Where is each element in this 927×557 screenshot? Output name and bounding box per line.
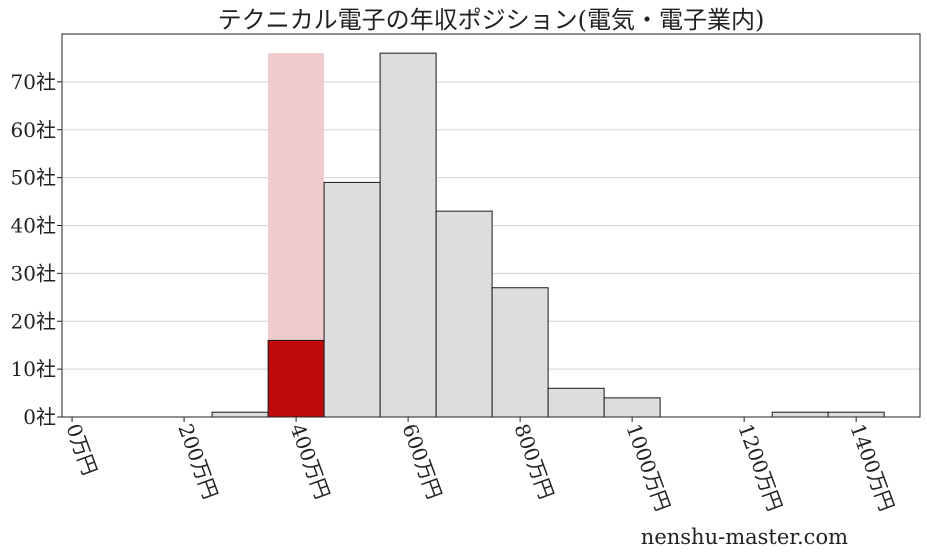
y-tick-label: 60社 — [11, 118, 56, 142]
bar — [435, 210, 493, 418]
bar — [771, 411, 829, 418]
bar — [267, 339, 325, 418]
x-tick-label: 800万円 — [509, 421, 558, 503]
bar — [603, 397, 661, 418]
y-tick-label: 70社 — [11, 70, 56, 94]
x-tick-label: 200万円 — [173, 421, 222, 503]
bar — [827, 411, 885, 418]
x-tick-label: 1400万円 — [845, 421, 899, 515]
y-tick-label: 50社 — [11, 166, 56, 190]
y-tick-label: 10社 — [11, 357, 56, 381]
x-tick-label: 1200万円 — [733, 421, 787, 515]
bar — [211, 411, 269, 418]
x-tick-label: 0万円 — [61, 421, 102, 479]
bar — [379, 52, 437, 418]
y-tick-label: 40社 — [11, 214, 56, 238]
plot-frame — [61, 33, 921, 418]
watermark: nenshu-master.com — [641, 525, 848, 549]
y-tick-label: 0社 — [23, 405, 56, 429]
bar — [491, 287, 549, 418]
y-tick-label: 30社 — [11, 261, 56, 285]
x-tick-label: 1000万円 — [621, 421, 675, 515]
y-tick-label: 20社 — [11, 309, 56, 333]
x-tick-label: 400万円 — [285, 421, 334, 503]
x-tick-label: 600万円 — [397, 421, 446, 503]
bar — [323, 181, 381, 418]
chart-title: テクニカル電子の年収ポジション(電気・電子業内) — [218, 6, 765, 34]
bar — [547, 387, 605, 418]
